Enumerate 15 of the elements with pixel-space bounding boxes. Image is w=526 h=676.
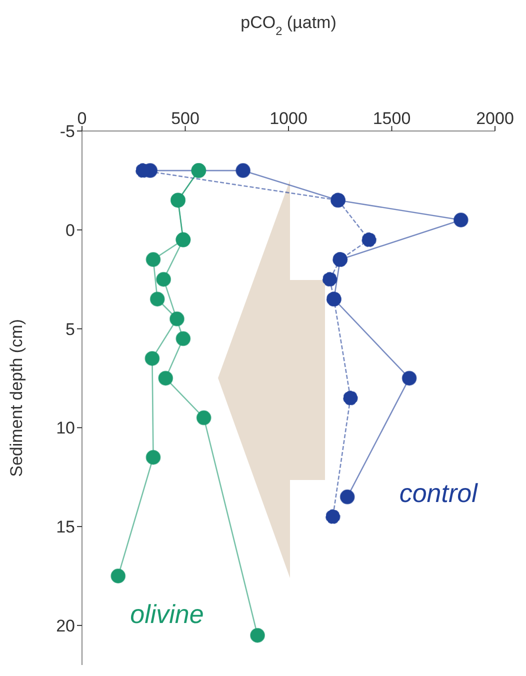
y-tick-label: 5	[66, 320, 75, 339]
x-tick-label: 500	[171, 109, 200, 128]
x-tick-label: 0	[77, 109, 87, 128]
series-label: olivine	[130, 598, 204, 629]
series-label: control	[399, 478, 479, 508]
y-tick-label: 0	[66, 220, 75, 240]
y-tick-label: 10	[56, 418, 75, 438]
x-tick-label: 2000	[476, 109, 514, 128]
y-tick-label: 20	[56, 616, 75, 636]
y-tick-label: 15	[56, 518, 75, 537]
x-tick-label: 1000	[270, 109, 308, 128]
y-tick-label: -5	[60, 122, 75, 142]
y-axis-title: Sediment depth (cm)	[7, 319, 26, 477]
x-tick-label: 1500	[372, 109, 411, 128]
x-axis-title: pCO$_{2}$ (µatm)	[240, 13, 336, 38]
